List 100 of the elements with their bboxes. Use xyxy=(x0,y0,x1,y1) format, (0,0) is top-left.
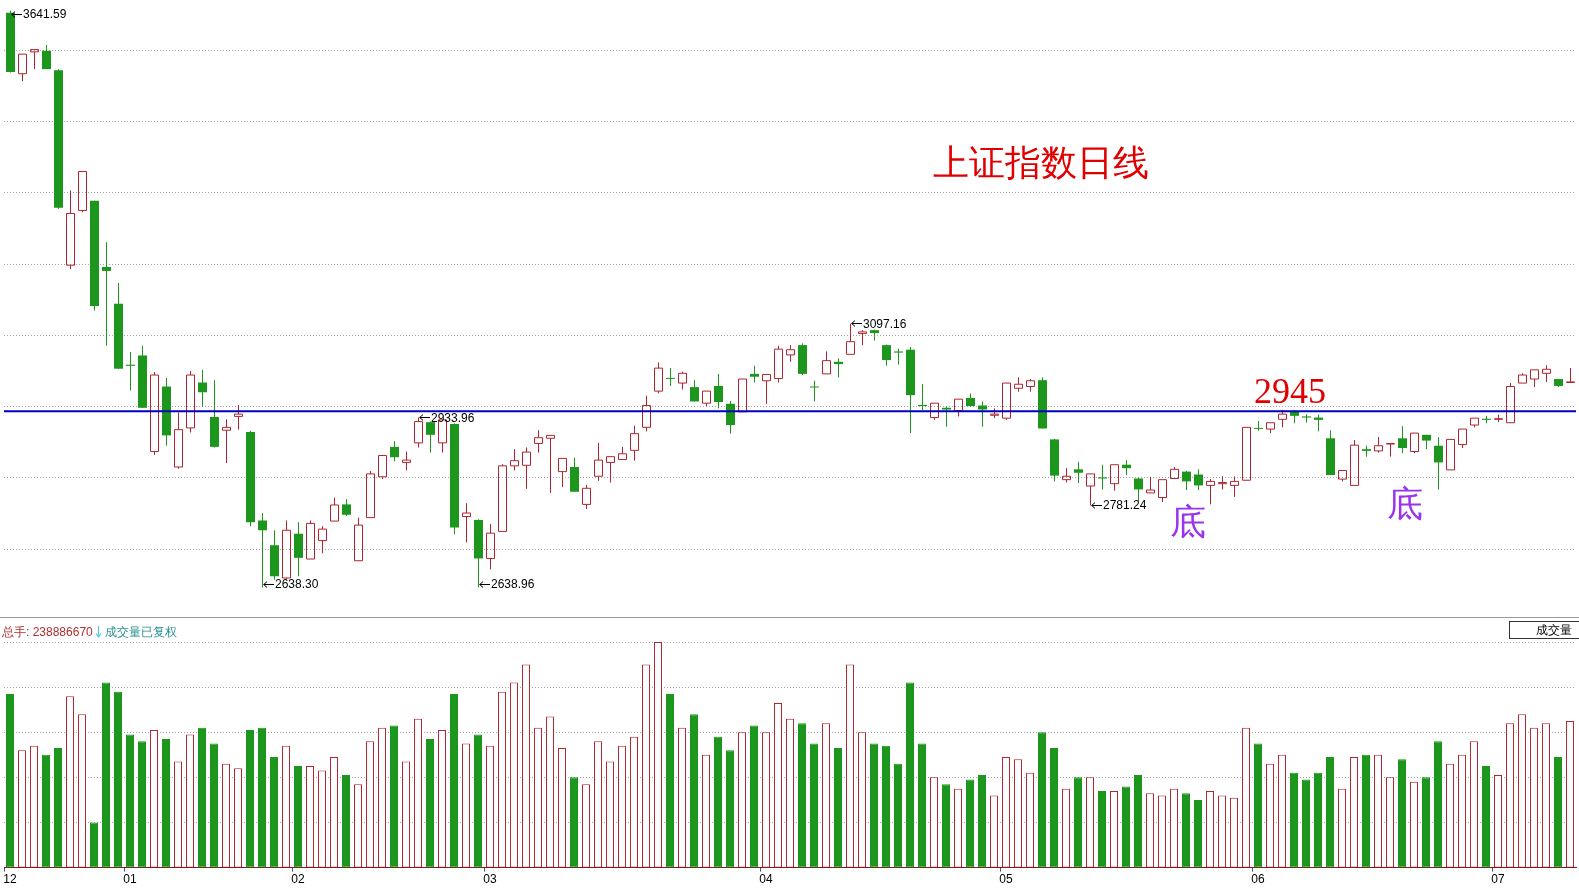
bar xyxy=(1181,793,1191,868)
text: 总手: 238886670 xyxy=(2,625,93,639)
candlestick xyxy=(1242,426,1251,481)
annotation: 2638.30 xyxy=(275,577,319,592)
bar xyxy=(101,682,111,868)
annotation: 底 xyxy=(1387,484,1423,524)
bar xyxy=(1253,743,1263,868)
candlestick xyxy=(426,421,435,454)
bar xyxy=(197,727,207,868)
candlestick xyxy=(858,329,867,346)
bar xyxy=(1073,777,1083,868)
candlestick xyxy=(18,53,27,82)
bar xyxy=(881,745,891,868)
bar xyxy=(473,734,483,868)
bar xyxy=(977,775,987,868)
candlestick xyxy=(558,457,567,488)
candlestick xyxy=(1350,439,1359,486)
x-tick-label: 07 xyxy=(1491,872,1505,887)
candlestick xyxy=(1194,468,1203,491)
candlestick xyxy=(102,241,111,347)
candlestick xyxy=(222,418,231,464)
bar xyxy=(1361,754,1371,868)
candlestick xyxy=(1254,420,1263,432)
bar xyxy=(245,729,255,868)
bar xyxy=(389,725,399,868)
bar xyxy=(53,748,63,868)
candlestick xyxy=(258,512,267,589)
bar xyxy=(965,779,975,868)
bar xyxy=(1037,732,1047,868)
bar xyxy=(425,739,435,868)
bar xyxy=(257,727,267,868)
ref-line-label: 2945 xyxy=(1253,371,1326,412)
candlestick xyxy=(1506,382,1515,424)
candlestick xyxy=(822,350,831,375)
annotation: 2781.24 xyxy=(1103,498,1147,513)
bar xyxy=(569,777,579,868)
bar xyxy=(341,775,351,868)
candlestick xyxy=(1458,428,1467,449)
candlestick xyxy=(522,446,531,490)
bar xyxy=(1121,786,1131,868)
bar xyxy=(89,822,99,868)
bar xyxy=(893,763,903,868)
candlestick xyxy=(630,425,639,462)
bar xyxy=(1325,757,1335,868)
x-tick-label: 05 xyxy=(999,872,1013,887)
bar xyxy=(161,739,171,868)
candlestick xyxy=(30,49,39,70)
bar xyxy=(665,693,675,868)
annotation: 3641.59 xyxy=(23,7,67,22)
candlestick xyxy=(198,369,207,408)
bar xyxy=(941,784,951,868)
bar xyxy=(1301,779,1311,868)
bar xyxy=(1313,772,1323,868)
bar xyxy=(125,734,135,868)
candlestick xyxy=(738,378,747,413)
x-tick-label: 12 xyxy=(3,872,17,887)
bar xyxy=(905,682,915,868)
candlestick xyxy=(1014,376,1023,393)
bar xyxy=(1097,790,1107,868)
candlestick xyxy=(786,344,795,363)
x-tick-label: 06 xyxy=(1251,872,1265,887)
bar xyxy=(917,743,927,868)
bar xyxy=(293,766,303,868)
candlestick xyxy=(978,400,987,428)
bar xyxy=(269,757,279,868)
candlestick xyxy=(1446,438,1455,471)
candlestick xyxy=(1110,464,1119,492)
candlestick xyxy=(714,373,723,409)
bar xyxy=(713,736,723,868)
bar xyxy=(209,743,219,868)
candlestick xyxy=(606,456,615,484)
bar xyxy=(113,691,123,868)
candlestick xyxy=(1566,367,1575,383)
bar xyxy=(797,723,807,868)
x-tick-label: 02 xyxy=(291,872,305,887)
bar xyxy=(749,725,759,868)
candlestick xyxy=(918,383,927,411)
bar xyxy=(1421,777,1431,868)
candlestick xyxy=(1434,436,1443,490)
candlestick xyxy=(42,44,51,70)
candlestick xyxy=(378,455,387,480)
candlestick xyxy=(174,411,183,470)
bar xyxy=(1289,772,1299,868)
candlestick xyxy=(534,429,543,454)
candlestick xyxy=(1074,461,1083,484)
candlestick xyxy=(1230,475,1239,498)
bar xyxy=(137,741,147,868)
candlestick xyxy=(390,440,399,462)
candlestick xyxy=(1386,442,1395,458)
text: 成交量已复权 xyxy=(104,625,177,639)
bar xyxy=(809,743,819,868)
candlestick xyxy=(1062,467,1071,484)
candlestick xyxy=(126,351,135,392)
candlestick xyxy=(942,406,951,428)
candlestick xyxy=(594,442,603,482)
text: 上证指数日线 xyxy=(933,143,1149,183)
bar xyxy=(449,693,459,868)
candlestick xyxy=(1170,466,1179,480)
candlestick xyxy=(234,404,243,431)
bar xyxy=(1397,759,1407,868)
